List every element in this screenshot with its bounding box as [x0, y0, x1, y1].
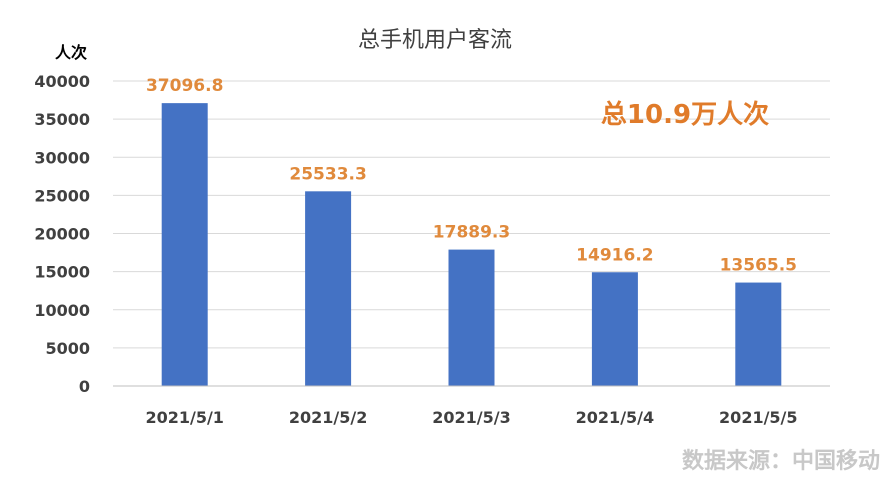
x-tick-label: 2021/5/2 [289, 408, 367, 427]
data-source: 数据来源：中国移动 [682, 448, 880, 474]
y-tick-label: 40000 [34, 72, 90, 91]
bar-2021/5/3 [448, 249, 495, 386]
data-label: 17889.3 [433, 223, 510, 243]
bar-2021/5/4 [591, 272, 638, 386]
bar-2021/5/2 [305, 191, 352, 386]
data-labels: 37096.8 25533.3 17889.3 14916.2 13565.5 [146, 76, 797, 275]
y-unit-label: 人次 [55, 43, 87, 62]
y-tick-label: 30000 [34, 148, 90, 167]
chart-title: 总手机用户客流 [358, 28, 512, 53]
y-tick-label: 20000 [34, 225, 90, 244]
x-axis-ticks: 2021/5/1 2021/5/2 2021/5/3 2021/5/4 2021/5/5 [145, 408, 797, 427]
data-label: 14916.2 [576, 245, 653, 265]
y-tick-label: 10000 [34, 301, 90, 320]
total-annotation: 总10.9万人次 [601, 100, 769, 130]
bar-2021/5/1 [161, 103, 208, 386]
x-tick-label: 2021/5/4 [576, 408, 654, 427]
y-axis-ticks: 0 5000 10000 15000 20000 25000 30000 35000 40000 [34, 72, 90, 396]
y-tick-label: 15000 [34, 263, 90, 282]
x-tick-label: 2021/5/1 [145, 408, 223, 427]
bar-2021/5/5 [735, 282, 782, 386]
bars [161, 103, 782, 386]
data-label: 25533.3 [289, 164, 366, 184]
data-label: 13565.5 [720, 256, 797, 276]
data-label: 37096.8 [146, 76, 223, 96]
y-tick-label: 0 [79, 377, 90, 396]
y-tick-label: 5000 [45, 339, 90, 358]
y-tick-label: 25000 [34, 186, 90, 205]
y-tick-label: 35000 [34, 110, 90, 129]
x-tick-label: 2021/5/5 [719, 408, 797, 427]
x-tick-label: 2021/5/3 [432, 408, 510, 427]
